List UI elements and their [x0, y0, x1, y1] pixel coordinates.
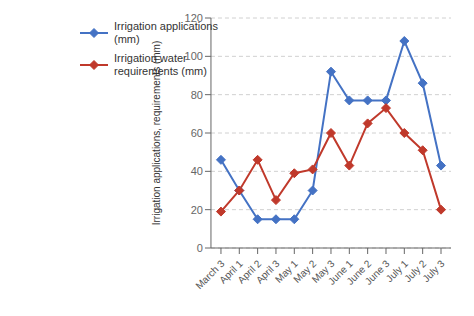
- svg-text:40: 40: [191, 165, 203, 177]
- svg-text:60: 60: [191, 127, 203, 139]
- svg-text:Irrigation applications, requi: Irrigation applications, requirements (m…: [151, 41, 162, 226]
- svg-text:July 3: July 3: [420, 258, 447, 285]
- svg-text:120: 120: [185, 12, 203, 24]
- svg-text:0: 0: [197, 242, 203, 254]
- svg-text:100: 100: [185, 50, 203, 62]
- svg-text:20: 20: [191, 204, 203, 216]
- svg-text:80: 80: [191, 89, 203, 101]
